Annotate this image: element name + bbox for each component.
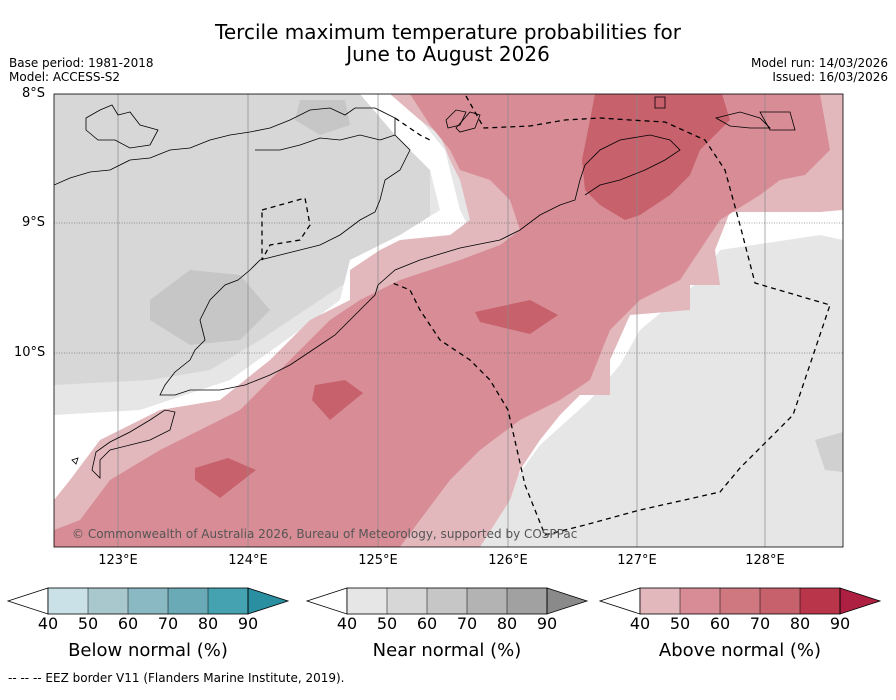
base-period: Base period: 1981-2018 — [9, 56, 154, 70]
colorbar-under-arrow — [598, 587, 641, 615]
colorbar-under-arrow — [305, 587, 348, 615]
colorbar-near-normal — [305, 587, 589, 615]
colorbar-under-arrow — [6, 587, 49, 615]
coastline — [54, 96, 796, 479]
near-normal-60-patch-2 — [295, 100, 350, 135]
colorbar-tick-label: 50 — [376, 614, 398, 633]
colorbar-legends — [6, 587, 882, 615]
lon-label: 126°E — [488, 553, 528, 568]
issued-date: Issued: 16/03/2026 — [772, 70, 888, 84]
colorbar-tick-label: 80 — [496, 614, 518, 633]
colorbar-over-arrow — [839, 587, 882, 615]
lat-label: 9°S — [22, 215, 46, 230]
probability-map — [53, 93, 844, 548]
colorbar-segment — [760, 588, 800, 614]
lon-label: 123°E — [98, 553, 138, 568]
lat-label: 10°S — [14, 345, 46, 360]
colorbar-tick-label: 50 — [77, 614, 99, 633]
colorbar-segment — [640, 588, 680, 614]
colorbar-segment — [507, 588, 547, 614]
colorbar-tick-label: 40 — [37, 614, 59, 633]
copyright-notice: © Commonwealth of Australia 2026, Bureau… — [72, 527, 578, 541]
near-normal-60-patch-3 — [815, 432, 843, 472]
above-normal-title: Above normal (%) — [658, 640, 822, 661]
colorbar-tick-label: 70 — [749, 614, 771, 633]
lon-label: 125°E — [358, 553, 398, 568]
colorbar-segment — [88, 588, 128, 614]
colorbar-tick-label: 80 — [789, 614, 811, 633]
title-line-2: June to August 2026 — [346, 42, 550, 66]
colorbar-tick-label: 60 — [709, 614, 731, 633]
colorbar-segment — [128, 588, 168, 614]
below-normal-title: Below normal (%) — [68, 640, 228, 661]
lat-label: 8°S — [22, 86, 46, 101]
eez-border — [261, 95, 831, 536]
title-line-1: Tercile maximum temperature probabilitie… — [215, 20, 681, 44]
colorbar-tick-label: 90 — [829, 614, 851, 633]
colorbar-tick-label: 60 — [117, 614, 139, 633]
colorbar-frame — [346, 587, 548, 615]
colorbar-tick-label: 50 — [669, 614, 691, 633]
near-normal-title: Near normal (%) — [372, 640, 522, 661]
model-name: Model: ACCESS-S2 — [9, 70, 121, 84]
colorbar-segment — [720, 588, 760, 614]
colorbar-segment — [208, 588, 248, 614]
lon-label: 124°E — [228, 553, 268, 568]
graticule — [117, 94, 766, 547]
colorbar-segment — [347, 588, 387, 614]
colorbar-above-normal — [598, 587, 882, 615]
colorbar-frame — [47, 587, 249, 615]
above-normal-60-patch-south — [195, 458, 256, 498]
above-normal-60-patch-north — [582, 94, 730, 220]
colorbar-tick-label: 70 — [157, 614, 179, 633]
colorbar-tick-label: 90 — [536, 614, 558, 633]
colorbar-tick-label: 70 — [456, 614, 478, 633]
colorbar-frame — [639, 587, 841, 615]
colorbar-tick-label: 40 — [336, 614, 358, 633]
colorbar-segment — [800, 588, 840, 614]
colorbar-tick-label: 60 — [416, 614, 438, 633]
colorbar-segment — [427, 588, 467, 614]
above-normal-60-patch-central — [475, 300, 558, 334]
colorbar-over-arrow — [546, 587, 589, 615]
colorbar-segment — [680, 588, 720, 614]
colorbar-tick-label: 90 — [237, 614, 259, 633]
lon-label: 128°E — [745, 553, 785, 568]
colorbar-segment — [387, 588, 427, 614]
near-normal-60-patch — [150, 270, 270, 345]
colorbar-tick-label: 40 — [629, 614, 651, 633]
colorbar-segment — [48, 588, 88, 614]
near-normal-50-region — [54, 94, 430, 385]
lon-label: 127°E — [617, 553, 657, 568]
model-run: Model run: 14/03/2026 — [750, 56, 888, 70]
colorbar-segment — [168, 588, 208, 614]
colorbar-over-arrow — [247, 587, 290, 615]
colorbar-tick-label: 80 — [197, 614, 219, 633]
colorbar-segment — [467, 588, 507, 614]
colorbar-below-normal — [6, 587, 290, 615]
above-normal-60-patch-west — [312, 380, 363, 420]
eez-footnote: -- -- -- EEZ border V11 (Flanders Marine… — [8, 671, 345, 685]
